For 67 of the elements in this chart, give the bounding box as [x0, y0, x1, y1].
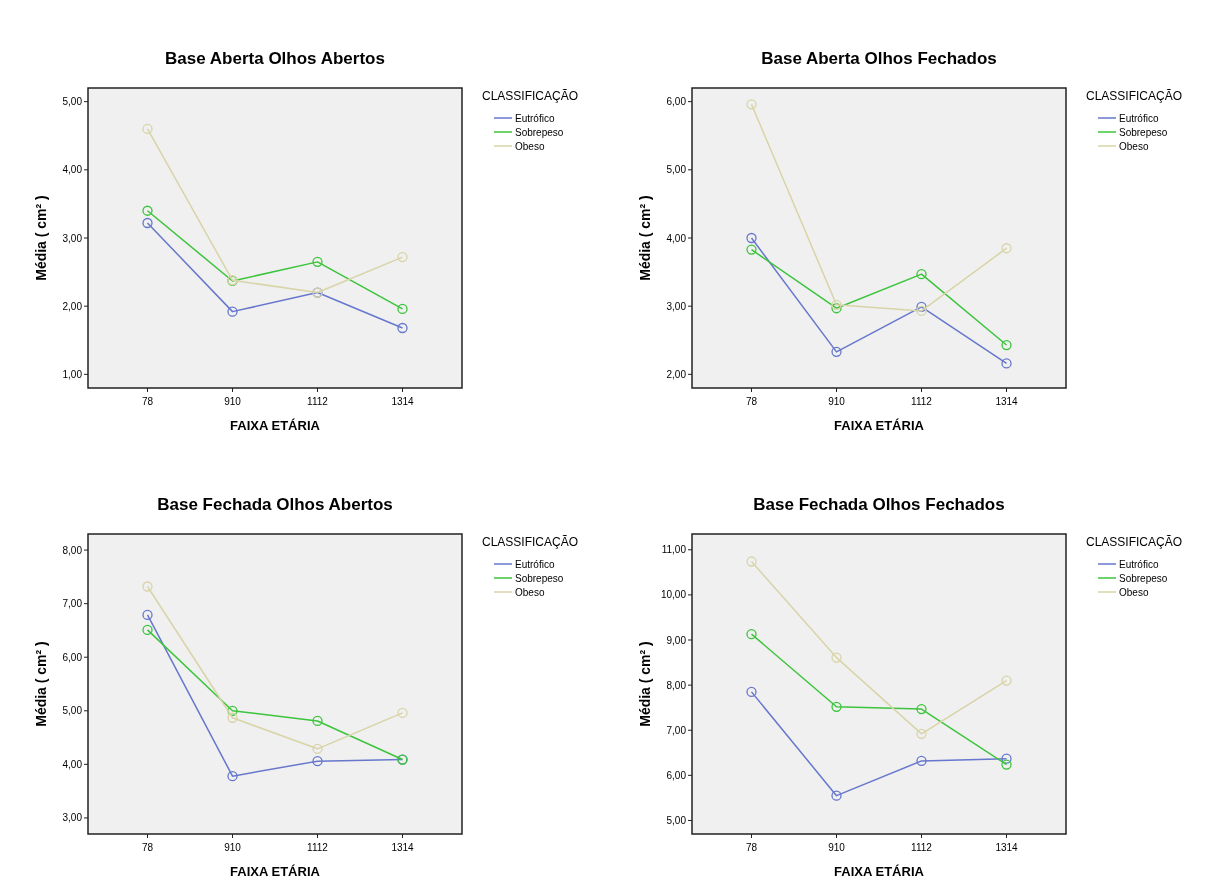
x-tick-label: 1112	[911, 842, 933, 853]
legend-label: Eutrófico	[515, 558, 555, 570]
x-tick-label: 910	[224, 842, 242, 853]
legend-label: Obeso	[515, 140, 545, 152]
legend-label: Obeso	[515, 586, 545, 598]
x-tick-label: 1314	[391, 396, 415, 407]
x-tick-label: 1112	[307, 842, 329, 853]
y-tick-label: 6,00	[666, 96, 687, 108]
chart-title: Base Fechada Olhos Fechados	[753, 495, 1005, 514]
chart-title: Base Fechada Olhos Abertos	[157, 495, 393, 514]
y-tick-label: 2,00	[666, 368, 687, 380]
legend-title: CLASSIFICAÇÃO	[1086, 535, 1183, 549]
legend-title: CLASSIFICAÇÃO	[482, 535, 579, 549]
y-tick-label: 6,00	[666, 769, 687, 781]
x-tick-label: 78	[141, 842, 154, 853]
y-tick-label: 5,00	[666, 164, 687, 176]
y-tick-label: 6,00	[62, 651, 83, 663]
y-tick-label: 8,00	[62, 544, 83, 556]
y-axis-title: Média ( cm² )	[637, 195, 653, 281]
x-tick-label: 78	[745, 842, 758, 853]
y-tick-label: 7,00	[62, 598, 83, 610]
y-tick-label: 9,00	[666, 634, 687, 646]
y-tick-label: 5,00	[62, 705, 83, 717]
x-tick-label: 1112	[307, 396, 329, 407]
x-tick-label: 1314	[995, 842, 1019, 853]
legend-label: Obeso	[1119, 140, 1149, 152]
chart-title: Base Aberta Olhos Fechados	[761, 49, 997, 68]
y-tick-label: 3,00	[62, 232, 83, 244]
y-tick-label: 10,00	[660, 589, 687, 601]
legend-title: CLASSIFICAÇÃO	[1086, 89, 1183, 103]
x-axis-title: FAIXA ETÁRIA	[834, 418, 925, 433]
x-tick-label: 1112	[911, 396, 933, 407]
y-tick-label: 3,00	[666, 300, 687, 312]
x-tick-label: 910	[828, 396, 846, 407]
y-tick-label: 4,00	[62, 758, 83, 770]
y-tick-label: 5,00	[62, 96, 83, 108]
y-axis-title: Média ( cm² )	[637, 641, 653, 727]
legend-label: Sobrepeso	[1119, 572, 1168, 584]
chart-title: Base Aberta Olhos Abertos	[165, 49, 385, 68]
x-axis-title: FAIXA ETÁRIA	[230, 418, 321, 433]
legend-label: Eutrófico	[1119, 558, 1159, 570]
x-axis-title: FAIXA ETÁRIA	[230, 864, 321, 879]
legend-label: Eutrófico	[1119, 112, 1159, 124]
legend-label: Sobrepeso	[1119, 126, 1168, 138]
x-tick-label: 78	[745, 396, 758, 407]
y-tick-label: 11,00	[661, 544, 687, 556]
y-tick-label: 4,00	[62, 164, 83, 176]
x-tick-label: 910	[224, 396, 242, 407]
y-tick-label: 5,00	[666, 814, 687, 826]
x-tick-label: 78	[141, 396, 154, 407]
y-axis-title: Média ( cm² )	[33, 195, 49, 281]
x-tick-label: 1314	[995, 396, 1019, 407]
x-axis-title: FAIXA ETÁRIA	[834, 864, 925, 879]
y-tick-label: 1,00	[62, 368, 83, 380]
y-axis-title: Média ( cm² )	[33, 641, 49, 727]
y-tick-label: 7,00	[666, 724, 687, 736]
y-tick-label: 3,00	[62, 812, 83, 824]
x-tick-label: 1314	[391, 842, 415, 853]
legend-title: CLASSIFICAÇÃO	[482, 89, 579, 103]
y-tick-label: 2,00	[62, 300, 83, 312]
y-tick-label: 4,00	[666, 232, 687, 244]
legend-label: Sobrepeso	[515, 126, 564, 138]
legend-label: Obeso	[1119, 586, 1149, 598]
legend-label: Eutrófico	[515, 112, 555, 124]
y-tick-label: 8,00	[666, 679, 687, 691]
x-tick-label: 910	[828, 842, 846, 853]
legend-label: Sobrepeso	[515, 572, 564, 584]
